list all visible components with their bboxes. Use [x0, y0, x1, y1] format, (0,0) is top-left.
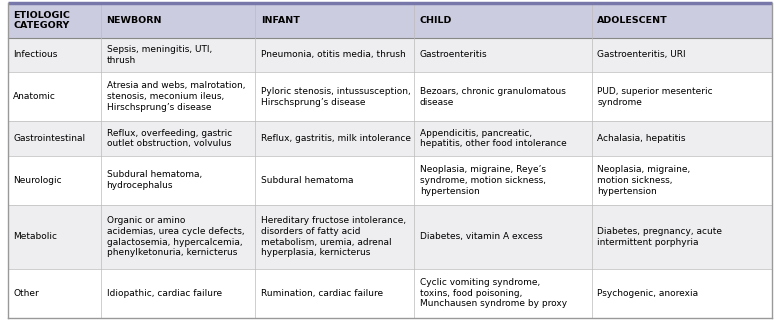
Bar [8, 156, 772, 205]
Text: Hereditary fructose intolerance,
disorders of fatty acid
metabolism, uremia, adr: Hereditary fructose intolerance, disorde… [261, 216, 406, 257]
Text: INFANT: INFANT [261, 16, 300, 25]
Text: Gastroenteritis: Gastroenteritis [420, 50, 488, 59]
Text: Atresia and webs, malrotation,
stenosis, meconium ileus,
Hirschsprung’s disease: Atresia and webs, malrotation, stenosis,… [107, 82, 245, 112]
Text: NEWBORN: NEWBORN [107, 16, 162, 25]
Text: Pneumonia, otitis media, thrush: Pneumonia, otitis media, thrush [261, 50, 406, 59]
Text: Sepsis, meningitis, UTI,
thrush: Sepsis, meningitis, UTI, thrush [107, 45, 211, 65]
Text: Reflux, overfeeding, gastric
outlet obstruction, volvulus: Reflux, overfeeding, gastric outlet obst… [107, 129, 232, 148]
Text: Cyclic vomiting syndrome,
toxins, food poisoning,
Munchausen syndrome by proxy: Cyclic vomiting syndrome, toxins, food p… [420, 278, 567, 308]
Text: Other: Other [13, 289, 39, 298]
Text: Organic or amino
acidemias, urea cycle defects,
galactosemia, hypercalcemia,
phe: Organic or amino acidemias, urea cycle d… [107, 216, 244, 257]
Text: Achalasia, hepatitis: Achalasia, hepatitis [597, 134, 686, 143]
Text: Appendicitis, pancreatic,
hepatitis, other food intolerance: Appendicitis, pancreatic, hepatitis, oth… [420, 129, 567, 148]
Text: Infectious: Infectious [13, 50, 58, 59]
Text: Gastroenteritis, URI: Gastroenteritis, URI [597, 50, 686, 59]
Text: Metabolic: Metabolic [13, 232, 57, 241]
Text: Neoplasia, migraine,
motion sickness,
hypertension: Neoplasia, migraine, motion sickness, hy… [597, 165, 690, 195]
Bar [8, 269, 772, 318]
Bar [8, 38, 772, 72]
Text: ADOLESCENT: ADOLESCENT [597, 16, 668, 25]
Text: Neoplasia, migraine, Reye’s
syndrome, motion sickness,
hypertension: Neoplasia, migraine, Reye’s syndrome, mo… [420, 165, 546, 195]
Bar [8, 3, 772, 38]
Text: Rumination, cardiac failure: Rumination, cardiac failure [261, 289, 383, 298]
Text: Subdural hematoma: Subdural hematoma [261, 176, 353, 185]
Text: CHILD: CHILD [420, 16, 452, 25]
Text: Diabetes, vitamin A excess: Diabetes, vitamin A excess [420, 232, 543, 241]
Text: Idiopathic, cardiac failure: Idiopathic, cardiac failure [107, 289, 222, 298]
Bar [8, 121, 772, 156]
Text: Psychogenic, anorexia: Psychogenic, anorexia [597, 289, 698, 298]
Text: ETIOLOGIC
CATEGORY: ETIOLOGIC CATEGORY [13, 11, 70, 30]
Text: Reflux, gastritis, milk intolerance: Reflux, gastritis, milk intolerance [261, 134, 411, 143]
Text: PUD, superior mesenteric
syndrome: PUD, superior mesenteric syndrome [597, 87, 713, 107]
Text: Neurologic: Neurologic [13, 176, 62, 185]
Text: Anatomic: Anatomic [13, 92, 56, 101]
Text: Pyloric stenosis, intussusception,
Hirschsprung’s disease: Pyloric stenosis, intussusception, Hirsc… [261, 87, 411, 107]
Bar [8, 72, 772, 121]
Text: Diabetes, pregnancy, acute
intermittent porphyria: Diabetes, pregnancy, acute intermittent … [597, 227, 722, 247]
Bar [8, 205, 772, 269]
Text: Bezoars, chronic granulomatous
disease: Bezoars, chronic granulomatous disease [420, 87, 566, 107]
Text: Subdural hematoma,
hydrocephalus: Subdural hematoma, hydrocephalus [107, 170, 202, 190]
Text: Gastrointestinal: Gastrointestinal [13, 134, 85, 143]
